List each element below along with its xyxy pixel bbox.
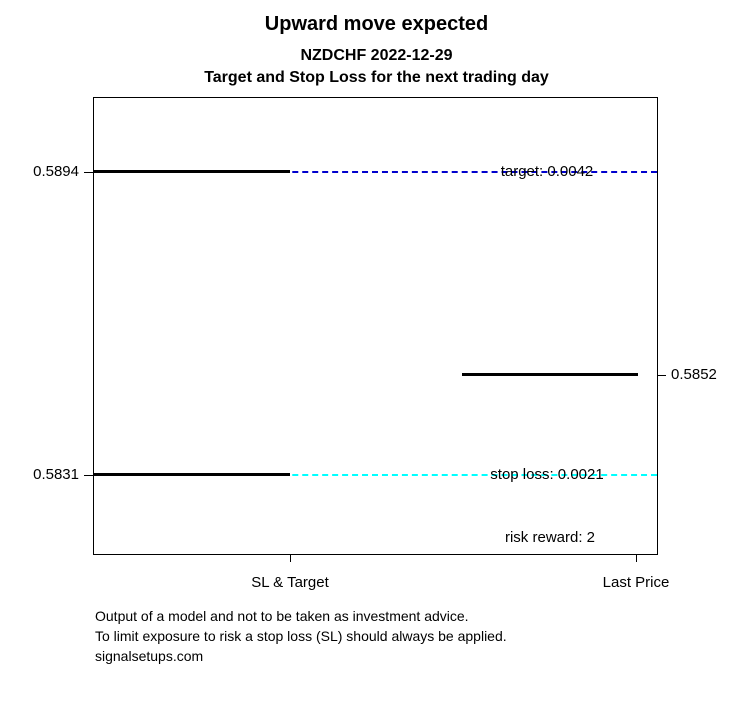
y-axis-tick-target	[84, 172, 93, 173]
x-axis-tick-last-price	[636, 554, 637, 562]
target-level-segment	[93, 170, 290, 173]
chart-subtitle-description: Target and Stop Loss for the next tradin…	[204, 69, 549, 86]
stop-loss-level-segment	[93, 473, 290, 476]
annotation-stop-loss: stop loss: 0.0021	[490, 466, 604, 483]
x-axis-label-sl-target: SL & Target	[251, 574, 329, 591]
y-axis-tick-stop-loss	[84, 475, 93, 476]
y-axis-label-last-price: 0.5852	[671, 366, 717, 383]
chart-title: Upward move expected	[264, 13, 489, 35]
footer-disclaimer-line2: To limit exposure to risk a stop loss (S…	[95, 628, 507, 644]
plot-area	[93, 97, 658, 555]
y-axis-tick-last-price	[657, 375, 666, 376]
last-price-segment	[462, 373, 638, 376]
chart-subtitle-symbol-date: NZDCHF 2022-12-29	[300, 47, 453, 64]
footer-disclaimer: Output of a model and not to be taken as…	[95, 606, 507, 666]
annotation-risk-reward: risk reward: 2	[504, 529, 596, 546]
annotation-target: target: 0.0042	[500, 163, 594, 180]
y-axis-label-target: 0.5894	[33, 163, 79, 180]
stop-loss-guide-line	[93, 474, 657, 476]
x-axis-label-last-price: Last Price	[602, 574, 670, 591]
x-axis-tick-sl-target	[290, 554, 291, 562]
target-guide-line	[93, 171, 657, 173]
y-axis-label-stop-loss: 0.5831	[33, 466, 79, 483]
footer-disclaimer-line1: Output of a model and not to be taken as…	[95, 608, 469, 624]
footer-site-link: signalsetups.com	[95, 648, 204, 664]
